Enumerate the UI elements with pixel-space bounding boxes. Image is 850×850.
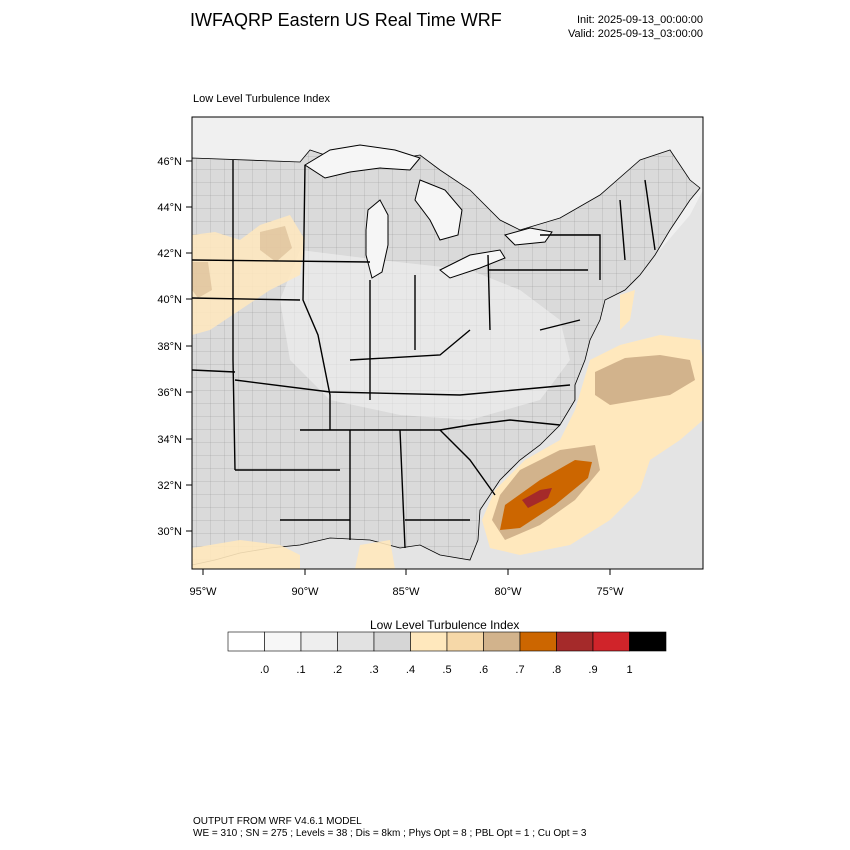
colorbar-label: .1 (296, 664, 305, 676)
lon-label: 85°W (392, 586, 420, 598)
footer-config: WE = 310 ; SN = 275 ; Levels = 38 ; Dis … (193, 828, 587, 839)
colorbar-swatch (483, 631, 521, 652)
lake-superior (304, 144, 421, 179)
footer-model: OUTPUT FROM WRF V4.6.1 MODEL (193, 816, 362, 827)
colorbar-swatch (556, 631, 594, 652)
turbulence-gulf (192, 540, 300, 569)
colorbar-title: Low Level Turbulence Index (370, 618, 520, 632)
colorbar-label: .8 (552, 664, 561, 676)
longitude-axis: 95°W 90°W 85°W 80°W 75°W (189, 569, 624, 598)
colorbar-swatch (629, 631, 667, 652)
colorbar-label: .0 (260, 664, 269, 676)
chart-title: IWFAQRP Eastern US Real Time WRF (190, 10, 502, 30)
turbulence-gulf-2 (355, 540, 395, 569)
colorbar-swatch (410, 631, 448, 652)
lon-label: 95°W (189, 586, 217, 598)
latitude-axis: 46°N 44°N 42°N 40°N 38°N 36°N 34°N 32°N … (157, 156, 192, 538)
colorbar-swatch (519, 631, 557, 652)
colorbar-swatch (264, 631, 302, 652)
lake-ontario (504, 227, 553, 246)
colorbar-label: .3 (369, 664, 378, 676)
state-borders (192, 160, 656, 549)
turbulence-west-edge (192, 262, 212, 298)
lon-label: 75°W (596, 586, 624, 598)
colorbar: .0 .1 .2 .3 .4 .5 .6 .7 .8 .9 1 (227, 631, 667, 676)
map-plot-area (192, 117, 703, 569)
colorbar-label: .4 (406, 664, 415, 676)
colorbar-label: 1 (626, 664, 632, 676)
lat-label: 44°N (157, 202, 182, 214)
colorbar-swatch (300, 631, 338, 652)
lon-label: 90°W (291, 586, 319, 598)
light-interior (280, 250, 570, 420)
map-subtitle: Low Level Turbulence Index (193, 93, 330, 105)
turbulence-atlantic-mid (595, 355, 695, 405)
colorbar-swatch (592, 631, 630, 652)
lat-label: 32°N (157, 480, 182, 492)
lake-michigan (365, 199, 389, 279)
lake-huron (414, 179, 463, 241)
lat-label: 42°N (157, 248, 182, 260)
lon-label: 80°W (494, 586, 522, 598)
lat-label: 46°N (157, 156, 182, 168)
colorbar-label: .6 (479, 664, 488, 676)
colorbar-label: .7 (515, 664, 524, 676)
valid-time: Valid: 2025-09-13_03:00:00 (568, 28, 703, 40)
lat-label: 30°N (157, 526, 182, 538)
colorbar-swatch (373, 631, 411, 652)
colorbar-swatch (227, 631, 265, 652)
lat-label: 34°N (157, 434, 182, 446)
colorbar-label: .9 (588, 664, 597, 676)
lat-label: 36°N (157, 387, 182, 399)
turbulence-west-core (260, 226, 292, 262)
turbulence-carolina-peak (522, 488, 552, 508)
colorbar-swatch (337, 631, 375, 652)
turbulence-jersey (620, 290, 635, 330)
lat-label: 40°N (157, 294, 182, 306)
colorbar-label: .5 (442, 664, 451, 676)
lat-label: 38°N (157, 341, 182, 353)
map-frame (191, 116, 704, 570)
init-time: Init: 2025-09-13_00:00:00 (577, 14, 703, 26)
colorbar-label: .2 (333, 664, 342, 676)
colorbar-swatch (446, 631, 484, 652)
